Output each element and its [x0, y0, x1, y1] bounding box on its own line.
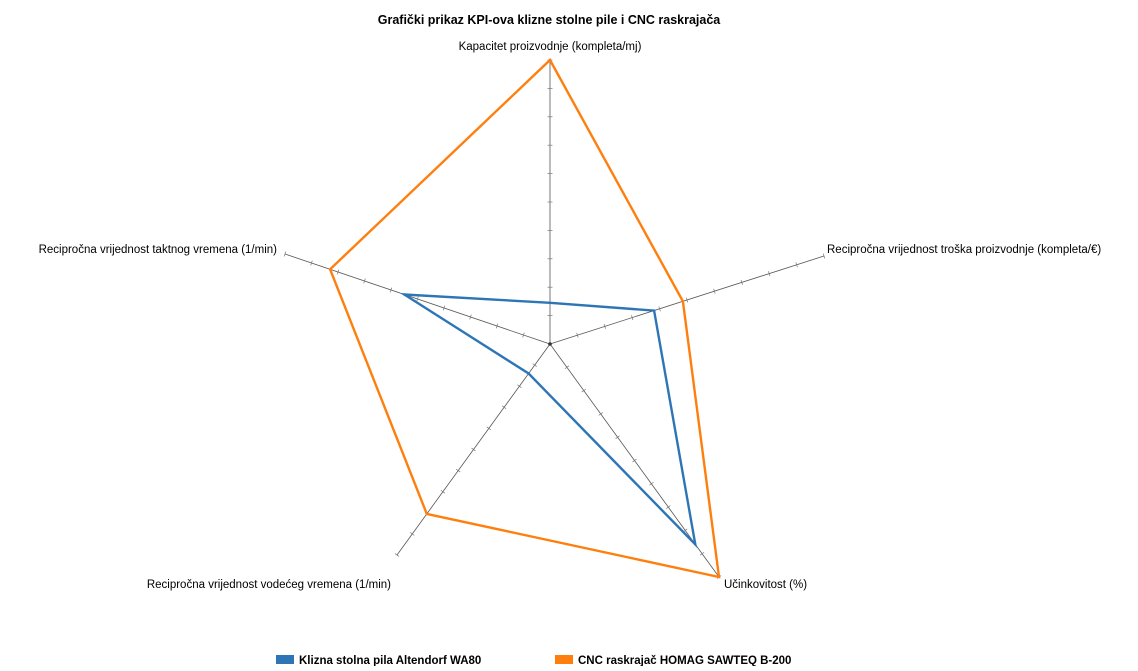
axis-tick-efficiency-1 — [564, 365, 570, 370]
legend-item-homag[interactable]: CNC raskrajač HOMAG SAWTEQ B-200 — [555, 655, 791, 667]
axis-tick-efficiency-6 — [649, 482, 654, 486]
axis-tick-efficiency-5 — [632, 458, 637, 463]
axis-tick-reciprocal-lead-time-4 — [486, 426, 492, 431]
axis-tick-reciprocal-takt-time-2 — [495, 323, 499, 329]
legend-swatch-altendorf — [276, 655, 294, 664]
legend-item-altendorf[interactable]: Klizna stolna pila Altendorf WA80 — [276, 655, 481, 667]
series-point-altendorf-reciprocal-takt-time[interactable] — [403, 293, 406, 296]
legend-swatch-homag — [555, 655, 573, 664]
axis-tick-reciprocal-cost-2 — [603, 323, 606, 329]
series-point-homag-reciprocal-takt-time[interactable] — [328, 268, 332, 271]
axis-label-capacity: Kapacitet proizvodnje (kompleta/mj) — [459, 41, 642, 53]
axis-tick-reciprocal-lead-time-3 — [501, 405, 507, 410]
axis-tick-reciprocal-takt-time-1 — [522, 332, 525, 338]
axis-tick-reciprocal-lead-time-6 — [455, 468, 461, 473]
series-polygon-altendorf[interactable] — [399, 293, 698, 549]
series-point-altendorf-reciprocal-lead-time[interactable] — [527, 372, 530, 375]
series-layer — [328, 58, 721, 579]
axis-tick-reciprocal-takt-time-10 — [283, 251, 287, 257]
axis-tick-reciprocal-takt-time-9 — [310, 260, 313, 266]
axis-tick-reciprocal-cost-3 — [631, 315, 634, 321]
axis-tick-reciprocal-lead-time-9 — [410, 532, 415, 536]
axis-tick-reciprocal-cost-1 — [576, 332, 579, 338]
axis-tick-reciprocal-lead-time-10 — [394, 553, 400, 557]
axis-tick-reciprocal-takt-time-3 — [469, 314, 472, 320]
axis-label-reciprocal-cost: Recipročna vrijednost troška proizvodnje… — [827, 244, 1101, 256]
axis-tick-reciprocal-lead-time-7 — [440, 489, 446, 494]
axis-tick-reciprocal-cost-9 — [795, 262, 798, 268]
axis-tick-reciprocal-lead-time-5 — [471, 447, 476, 452]
axis-label-reciprocal-lead-time: Recipročna vrijednost vodećeg vremena (1… — [147, 579, 391, 591]
series-point-homag-reciprocal-cost[interactable] — [681, 300, 685, 303]
legend: Klizna stolna pila Altendorf WA80 CNC ra… — [276, 655, 791, 667]
axis-tick-reciprocal-cost-6 — [713, 288, 716, 294]
axis-tick-efficiency-4 — [615, 435, 620, 439]
legend-label-altendorf: Klizna stolna pila Altendorf WA80 — [299, 655, 481, 666]
axis-tick-reciprocal-takt-time-4 — [442, 305, 446, 311]
axis-tick-reciprocal-takt-time-5 — [416, 296, 419, 302]
axis-tick-reciprocal-cost-8 — [768, 271, 771, 277]
axis-tick-reciprocal-lead-time-1 — [532, 363, 537, 367]
axis-tick-efficiency-9 — [699, 551, 705, 556]
axis-label-efficiency: Učinkovitost (%) — [724, 579, 807, 591]
axes-layer — [283, 59, 826, 579]
axis-tick-efficiency-7 — [666, 505, 671, 509]
series-point-altendorf-reciprocal-cost[interactable] — [652, 309, 656, 312]
axis-tick-reciprocal-cost-5 — [685, 297, 689, 303]
axis-tick-reciprocal-takt-time-8 — [336, 269, 340, 275]
series-point-homag-reciprocal-lead-time[interactable] — [425, 512, 428, 516]
axis-tick-reciprocal-cost-4 — [658, 306, 661, 312]
axis-tick-efficiency-3 — [598, 412, 603, 416]
axis-label-reciprocal-takt-time: Recipročna vrijednost taktnog vremena (1… — [39, 244, 278, 256]
series-polygon-homag[interactable] — [328, 58, 721, 579]
axis-tick-reciprocal-lead-time-2 — [517, 384, 522, 388]
axis-tick-reciprocal-takt-time-6 — [389, 287, 393, 293]
series-point-altendorf-efficiency[interactable] — [694, 543, 697, 546]
legend-label-homag: CNC raskrajač HOMAG SAWTEQ B-200 — [578, 655, 791, 666]
axis-tick-reciprocal-cost-10 — [822, 253, 826, 259]
series-point-altendorf-capacity[interactable] — [548, 301, 552, 304]
axis-tick-reciprocal-cost-7 — [740, 279, 743, 285]
axis-tick-reciprocal-takt-time-7 — [363, 278, 366, 284]
series-point-homag-efficiency[interactable] — [717, 575, 721, 579]
axis-tick-efficiency-2 — [581, 388, 587, 393]
radar-center-point — [548, 342, 552, 346]
chart-title: Grafički prikaz KPI-ova klizne stolne pi… — [378, 13, 722, 27]
axis-labels-layer: Kapacitet proizvodnje (kompleta/mj) Reci… — [39, 41, 1102, 591]
series-point-homag-capacity[interactable] — [548, 58, 552, 62]
